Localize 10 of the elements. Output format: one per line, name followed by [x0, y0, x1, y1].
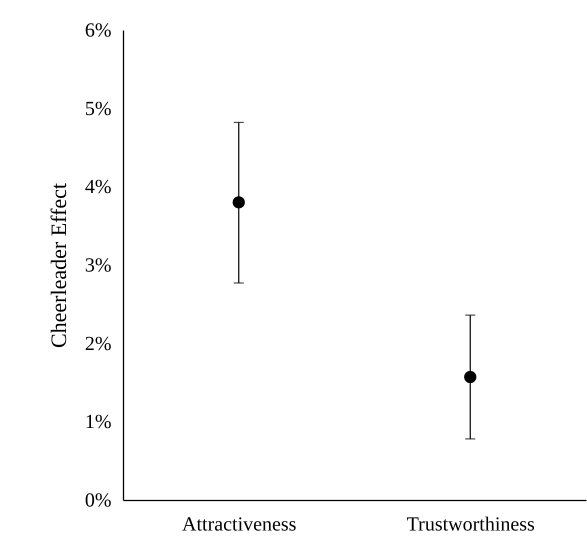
y-tick-label: 3% [84, 254, 112, 276]
y-tick-label: 2% [84, 332, 112, 355]
y-tick-label: 6% [84, 20, 112, 42]
y-tick-label: 5% [84, 98, 112, 120]
x-tick-label: Attractiveness [182, 514, 297, 536]
y-axis-title: Cheerleader Effect [46, 182, 71, 348]
y-tick-label: 4% [84, 176, 112, 198]
x-tick-label: Trustworthiness [406, 514, 536, 536]
y-tick-label: 0% [84, 490, 112, 512]
y-tick-label: 1% [84, 411, 112, 434]
